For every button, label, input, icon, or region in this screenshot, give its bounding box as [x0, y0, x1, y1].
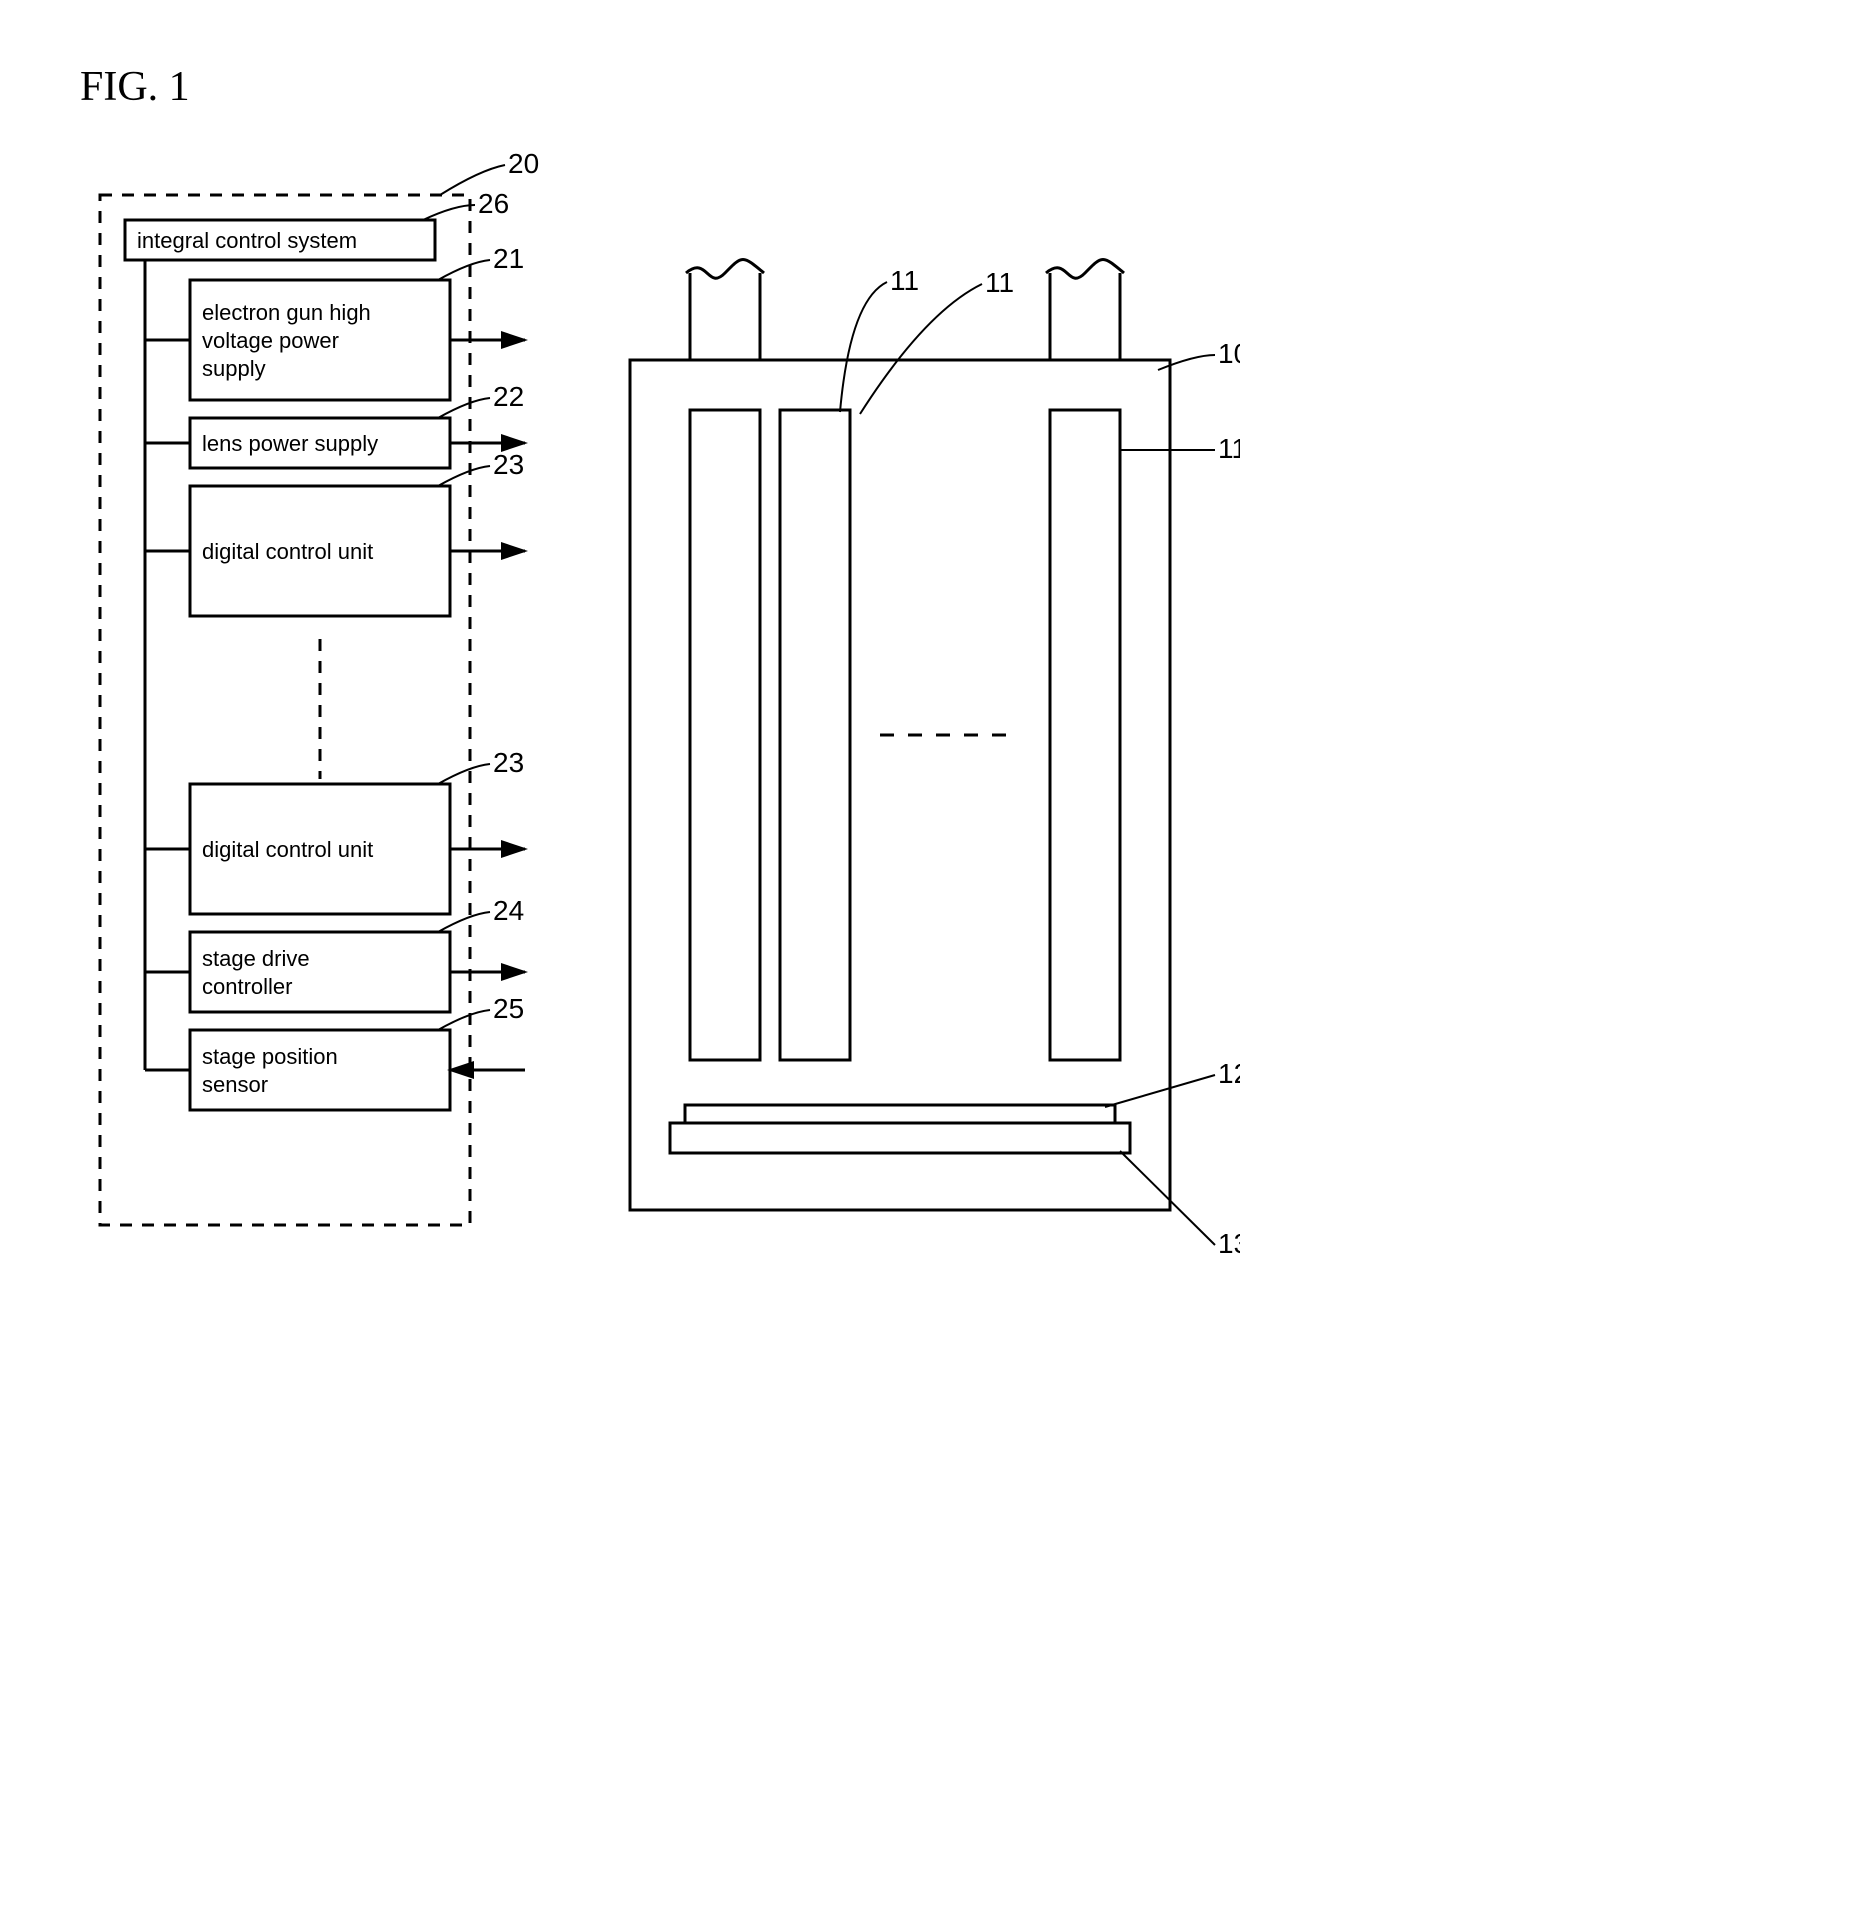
block-label: digital control unit: [202, 837, 373, 862]
break-mark: [1046, 260, 1124, 279]
block-label: voltage power: [202, 328, 339, 353]
ref-label: 23: [493, 747, 524, 778]
leader: [860, 284, 982, 414]
control-block: [190, 1030, 450, 1110]
block-label: electron gun high: [202, 300, 371, 325]
leader: [438, 260, 490, 280]
ref-13: 13: [1218, 1228, 1240, 1259]
ref-11-b: 11: [985, 267, 1014, 298]
ref-12: 12: [1218, 1058, 1240, 1089]
stage: [670, 1123, 1130, 1153]
leader: [1120, 1151, 1215, 1245]
leader: [423, 205, 475, 220]
break-mark: [686, 260, 764, 279]
leader: [1158, 355, 1215, 370]
control-block: [190, 932, 450, 1012]
ref-label: 21: [493, 243, 524, 274]
block-label: stage position: [202, 1044, 338, 1069]
leader: [438, 764, 490, 784]
figure-label: FIG. 1: [80, 64, 190, 110]
ref-11-c: 11: [1218, 433, 1240, 464]
block-label: controller: [202, 974, 292, 999]
block-label: sensor: [202, 1072, 268, 1097]
chamber: [630, 360, 1170, 1210]
ref-label: 22: [493, 381, 524, 412]
beam-column: [780, 410, 850, 1060]
block-label: supply: [202, 356, 266, 381]
beam-column: [1050, 410, 1120, 1060]
integral-control-system-label: integral control system: [137, 228, 357, 253]
block-label: stage drive: [202, 946, 310, 971]
ref-11-a: 11: [890, 265, 919, 296]
ref-label: 23: [493, 449, 524, 480]
block-label: lens power supply: [202, 431, 378, 456]
ref-26: 26: [478, 188, 509, 219]
ref-20: 20: [508, 148, 539, 179]
block-label: digital control unit: [202, 539, 373, 564]
leader: [1105, 1075, 1215, 1107]
beam-column: [690, 410, 760, 1060]
sample: [685, 1105, 1115, 1123]
ref-label: 25: [493, 993, 524, 1024]
leader: [840, 282, 887, 412]
ref-10: 10: [1218, 338, 1240, 369]
ref-label: 24: [493, 895, 524, 926]
